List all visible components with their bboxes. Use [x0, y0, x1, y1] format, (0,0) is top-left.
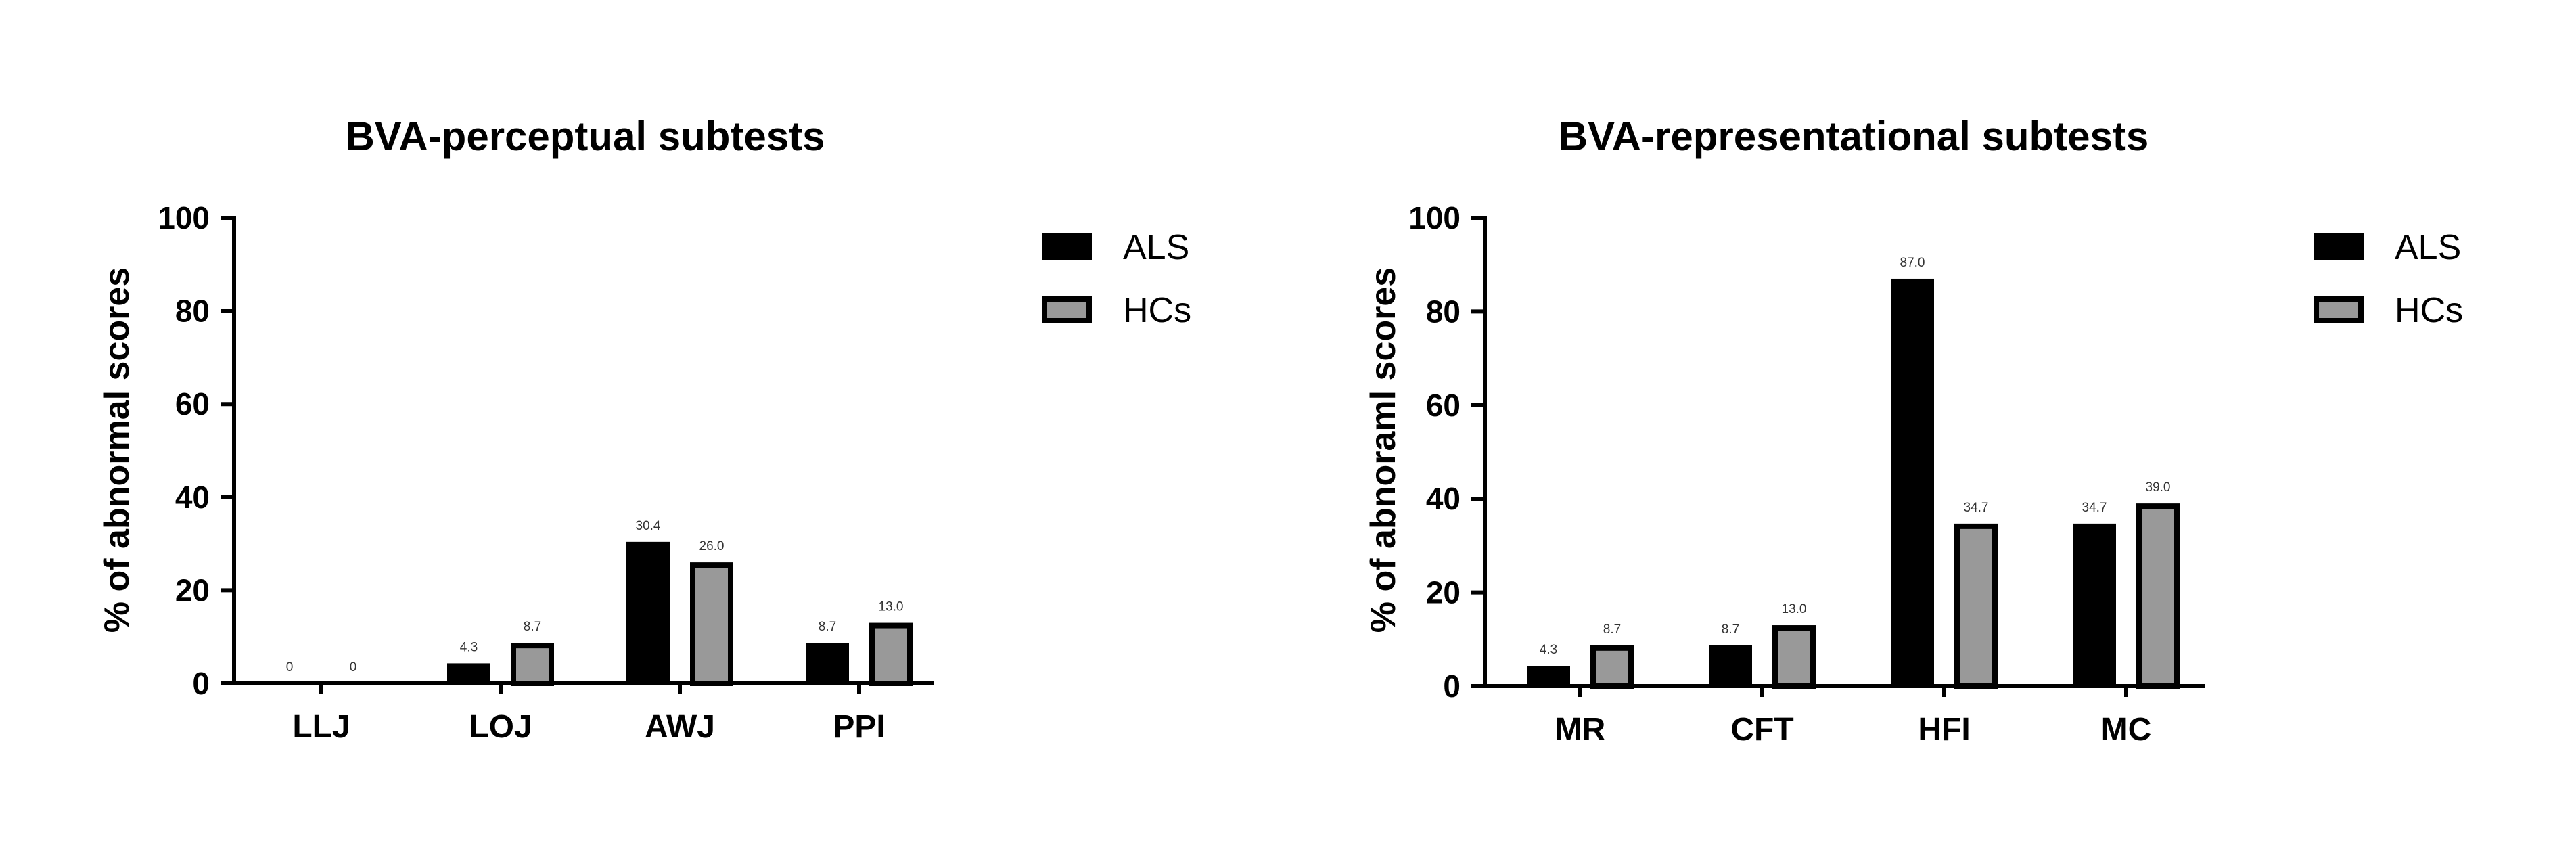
- x-tick-label: PPI: [833, 709, 885, 745]
- chart-title: BVA-perceptual subtests: [345, 114, 825, 159]
- data-label: 0: [350, 660, 357, 675]
- y-tick-label: 80: [175, 294, 210, 329]
- data-label: 39.0: [2146, 480, 2171, 495]
- y-axis-label: % of abnormal scores: [97, 267, 137, 633]
- bar-hcs-ppi: [869, 622, 913, 686]
- data-label: 34.7: [1964, 501, 1989, 515]
- bar-als-loj: [447, 663, 490, 683]
- chart-perceptual: BVA-perceptual subtests % of abnormal sc…: [97, 114, 1191, 745]
- legend-label: HCs: [2395, 291, 2463, 330]
- bar-hcs-cft: [1772, 625, 1816, 689]
- legend-label: HCs: [1123, 291, 1191, 330]
- x-tick-label: LOJ: [469, 709, 532, 745]
- x-tick-label: MC: [2101, 712, 2152, 748]
- y-tick-label: 0: [1443, 668, 1460, 704]
- data-label: 0: [286, 660, 294, 675]
- bar-hcs-mc: [2136, 503, 2180, 689]
- y-tick-label: 20: [175, 572, 210, 608]
- chart-title: BVA-representational subtests: [1559, 114, 2148, 159]
- y-tick-label: 40: [175, 480, 210, 515]
- data-label: 8.7: [1603, 622, 1621, 637]
- bar-als-mc: [2073, 523, 2116, 686]
- bar-als-hfi: [1891, 278, 1934, 687]
- data-label: 26.0: [699, 539, 724, 553]
- y-tick-label: 20: [1426, 575, 1460, 610]
- legend-label: ALS: [1123, 228, 1189, 267]
- x-tick-label: HFI: [1918, 712, 1970, 748]
- bar-hcs-awj: [690, 562, 733, 686]
- data-label: 30.4: [636, 519, 661, 533]
- bar-als-awj: [626, 541, 670, 683]
- x-tick-label: LLJ: [292, 709, 350, 745]
- legend-swatch-hcs: [2314, 296, 2364, 323]
- bar-als-cft: [1709, 645, 1752, 686]
- x-tick-label: CFT: [1730, 712, 1793, 748]
- y-axis-label: % of abnoraml scores: [1364, 267, 1403, 633]
- data-label: 87.0: [1900, 256, 1925, 270]
- bar-hcs-mr: [1590, 645, 1634, 689]
- y-tick-label: 100: [158, 200, 210, 235]
- bar-hcs-hfi: [1954, 523, 1998, 689]
- x-tick-label: AWJ: [645, 709, 715, 745]
- bar-als-ppi: [806, 643, 849, 683]
- y-tick-label: 40: [1426, 481, 1460, 516]
- data-label: 8.7: [1722, 622, 1739, 637]
- data-label: 4.3: [1540, 643, 1557, 657]
- data-label: 34.7: [2082, 501, 2107, 515]
- legend-label: ALS: [2395, 228, 2461, 267]
- data-label: 13.0: [1782, 602, 1807, 616]
- legend-swatch-hcs: [1042, 296, 1092, 323]
- bar-als-mr: [1527, 666, 1570, 686]
- x-tick-label: MR: [1555, 712, 1606, 748]
- data-label: 8.7: [524, 620, 541, 634]
- data-label: 13.0: [879, 600, 904, 614]
- y-tick-label: 60: [1426, 388, 1460, 423]
- data-label: 8.7: [819, 620, 836, 634]
- y-tick-label: 100: [1408, 200, 1460, 235]
- y-tick-label: 0: [192, 666, 210, 701]
- legend-swatch-als: [1042, 233, 1092, 260]
- y-tick-label: 80: [1426, 294, 1460, 329]
- chart-representational: BVA-representational subtests % of abnor…: [1364, 114, 2463, 748]
- legend-swatch-als: [2314, 233, 2364, 260]
- bar-hcs-loj: [511, 643, 554, 686]
- y-tick-label: 60: [175, 386, 210, 422]
- data-label: 4.3: [460, 640, 478, 654]
